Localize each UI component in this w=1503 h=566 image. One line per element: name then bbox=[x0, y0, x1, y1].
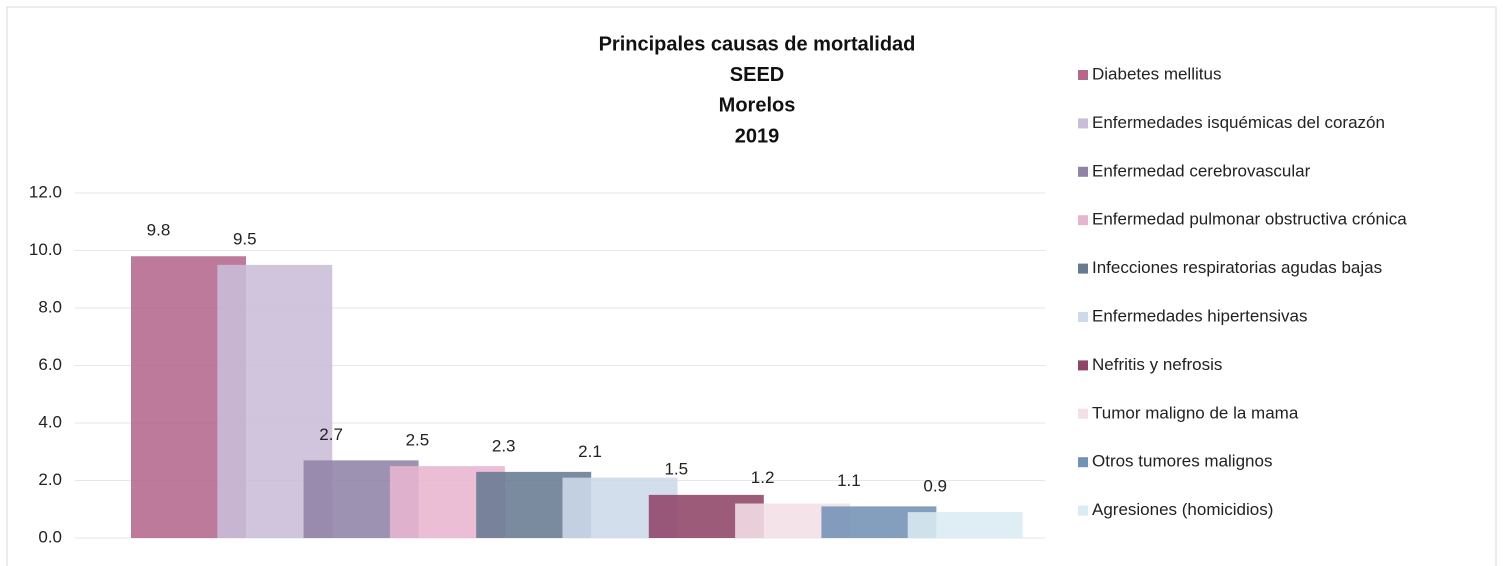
legend-label: Enfermedad cerebrovascular bbox=[1092, 161, 1311, 180]
chart-title: SEED bbox=[730, 64, 784, 86]
y-tick-label: 0.0 bbox=[38, 527, 62, 546]
value-label: 9.8 bbox=[147, 221, 171, 240]
y-tick-label: 6.0 bbox=[38, 355, 62, 374]
value-label: 1.2 bbox=[751, 468, 775, 487]
legend-label: Enfermedades isquémicas del corazón bbox=[1092, 113, 1385, 132]
legend-label: Infecciones respiratorias agudas bajas bbox=[1092, 258, 1382, 277]
chart-title: Principales causas de mortalidad bbox=[599, 33, 916, 55]
legend-swatch bbox=[1078, 457, 1088, 468]
value-label: 2.7 bbox=[319, 425, 343, 444]
chart-title: 2019 bbox=[735, 125, 780, 147]
value-label: 2.3 bbox=[492, 436, 516, 455]
y-tick-label: 4.0 bbox=[38, 412, 62, 431]
y-tick-label: 2.0 bbox=[38, 470, 62, 489]
bar bbox=[907, 512, 1023, 538]
legend-swatch bbox=[1078, 360, 1088, 371]
y-tick-label: 10.0 bbox=[29, 240, 62, 259]
chart-title: Morelos bbox=[719, 95, 796, 117]
legend-swatch bbox=[1078, 118, 1088, 129]
legend-swatch bbox=[1078, 263, 1088, 274]
legend-label: Enfermedad pulmonar obstructiva crónica bbox=[1092, 210, 1407, 229]
legend-label: Tumor maligno de la mama bbox=[1092, 403, 1299, 422]
legend-swatch bbox=[1078, 312, 1088, 322]
y-tick-label: 8.0 bbox=[38, 297, 62, 316]
value-label: 1.1 bbox=[837, 471, 861, 490]
legend-label: Agresiones (homicidios) bbox=[1092, 500, 1273, 519]
legend-swatch bbox=[1078, 215, 1088, 226]
chart-border bbox=[6, 6, 1497, 566]
value-label: 1.5 bbox=[664, 459, 688, 478]
legend-swatch bbox=[1078, 70, 1088, 80]
legend-swatch bbox=[1078, 408, 1088, 419]
y-tick-label: 12.0 bbox=[29, 182, 62, 201]
legend-label: Enfermedades hipertensivas bbox=[1092, 306, 1307, 325]
value-label: 2.1 bbox=[578, 442, 602, 461]
legend-label: Nefritis y nefrosis bbox=[1092, 355, 1222, 374]
legend-label: Otros tumores malignos bbox=[1092, 452, 1272, 471]
value-label: 2.5 bbox=[406, 431, 430, 450]
legend-swatch bbox=[1078, 166, 1088, 177]
value-label: 0.9 bbox=[923, 477, 947, 496]
legend-label: Diabetes mellitus bbox=[1092, 64, 1221, 83]
legend-swatch bbox=[1078, 505, 1088, 516]
value-label: 9.5 bbox=[233, 229, 257, 248]
